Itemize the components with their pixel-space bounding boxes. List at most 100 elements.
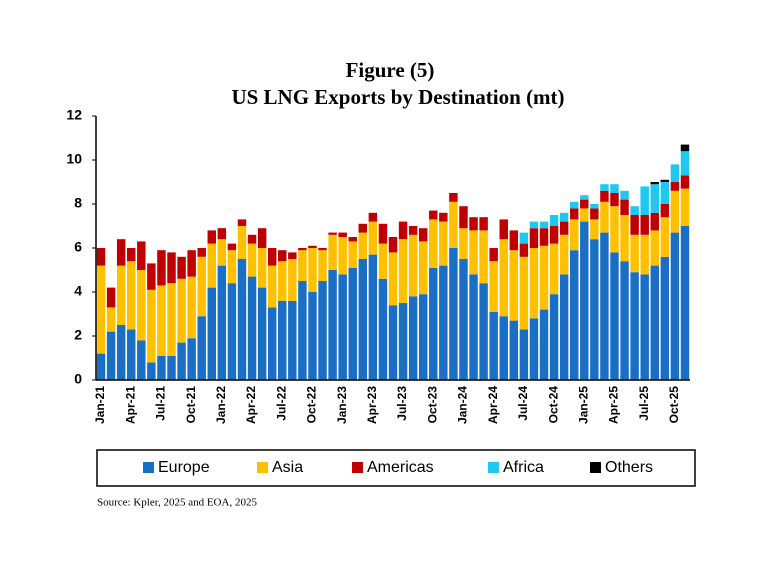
bar-segment — [640, 215, 649, 235]
bar-segment — [237, 226, 247, 259]
bar-segment — [398, 239, 408, 303]
bar-segment — [267, 248, 277, 266]
bar-segment — [328, 270, 337, 380]
bar-segment — [288, 259, 297, 301]
bar-segment — [368, 212, 378, 222]
x-tick-label: Oct-25 — [667, 386, 681, 424]
bar-segment — [650, 265, 659, 380]
bar-segment — [127, 261, 136, 330]
x-tick-label: Oct-22 — [305, 386, 319, 424]
bar-segment — [147, 263, 156, 290]
legend-label: Americas — [367, 459, 434, 476]
bar-segment — [580, 221, 589, 380]
bar-segment — [318, 281, 327, 380]
bar-segment — [610, 184, 619, 193]
bar-segment — [418, 228, 428, 242]
legend-swatch — [352, 462, 363, 473]
bar-segment — [257, 248, 267, 288]
bar-segment — [600, 201, 609, 233]
bar-segment — [660, 217, 670, 257]
bar-segment — [267, 265, 277, 308]
bar-segment — [630, 272, 639, 380]
bar-segment — [137, 270, 146, 341]
bar-segment — [177, 256, 186, 279]
bar-segment — [590, 208, 599, 220]
bar-segment — [429, 210, 438, 220]
bar-segment — [247, 234, 257, 244]
bar-segment — [660, 179, 670, 182]
bar-segment — [539, 309, 549, 380]
bar-segment — [449, 201, 458, 248]
x-tick-label: Jul-21 — [154, 386, 168, 421]
bar-segment — [660, 204, 670, 218]
x-tick-label: Apr-21 — [123, 386, 137, 424]
legend-box — [96, 449, 696, 487]
bar-segment — [680, 226, 690, 380]
bar-segment — [157, 250, 166, 286]
bar-segment — [640, 274, 649, 380]
bar-segment — [217, 228, 227, 240]
bar-segment — [116, 239, 126, 266]
bar-segment — [318, 248, 327, 251]
x-tick-label: Jan-24 — [456, 386, 470, 424]
chart-title: Figure (5) — [346, 58, 435, 82]
bar-segment — [298, 281, 307, 380]
bar-segment — [278, 300, 287, 380]
bar-segment — [237, 259, 247, 380]
bar-segment — [197, 248, 206, 257]
bar-segment — [439, 212, 448, 222]
bar-segment — [157, 355, 166, 380]
bar-segment — [539, 245, 549, 310]
bar-segment — [247, 243, 257, 277]
bar-segment — [569, 219, 579, 251]
bar-segment — [610, 252, 619, 380]
x-tick-label: Jul-24 — [516, 386, 530, 421]
bar-segment — [539, 221, 549, 229]
bar-segment — [580, 208, 589, 222]
bar-segment — [338, 274, 347, 380]
bar-segment — [147, 289, 156, 363]
legend-label: Others — [605, 459, 653, 476]
x-tick-label: Apr-25 — [607, 386, 621, 424]
bar-segment — [499, 316, 508, 380]
bar-segment — [529, 228, 539, 248]
bar-segment — [298, 248, 307, 251]
bar-segment — [630, 215, 639, 235]
bar-segment — [127, 329, 136, 380]
bar-segment — [600, 232, 609, 380]
bar-segment — [398, 303, 408, 380]
bar-segment — [378, 278, 388, 380]
bar-segment — [449, 248, 458, 380]
bar-segment — [549, 226, 559, 244]
bar-segment — [590, 204, 599, 209]
bar-segment — [529, 248, 539, 319]
bar-segment — [469, 230, 478, 275]
bar-segment — [308, 292, 317, 380]
bar-segment — [600, 190, 609, 202]
bar-segment — [549, 294, 559, 380]
bar-segment — [650, 182, 659, 185]
bar-segment — [469, 274, 478, 380]
bar-segment — [378, 243, 388, 279]
bar-segment — [96, 265, 106, 354]
bar-segment — [127, 248, 136, 262]
bar-segment — [569, 201, 579, 209]
bar-segment — [459, 259, 468, 380]
bar-segment — [680, 188, 690, 226]
bar-segment — [479, 217, 488, 231]
bar-segment — [569, 250, 579, 380]
x-tick-label: Apr-22 — [244, 386, 258, 424]
bar-segment — [116, 325, 126, 380]
bar-segment — [177, 342, 186, 380]
bar-segment — [187, 276, 196, 339]
bar-segment — [167, 283, 176, 356]
x-tick-label: Jan-23 — [335, 386, 349, 424]
bar-segment — [217, 265, 227, 380]
bar-segment — [590, 219, 599, 240]
bar-segment — [559, 274, 569, 380]
legend-label: Asia — [272, 459, 303, 476]
x-tick-label: Apr-24 — [486, 386, 500, 424]
bar-segment — [408, 226, 418, 235]
x-tick-label: Jul-25 — [637, 386, 651, 421]
bar-segment — [147, 362, 156, 380]
